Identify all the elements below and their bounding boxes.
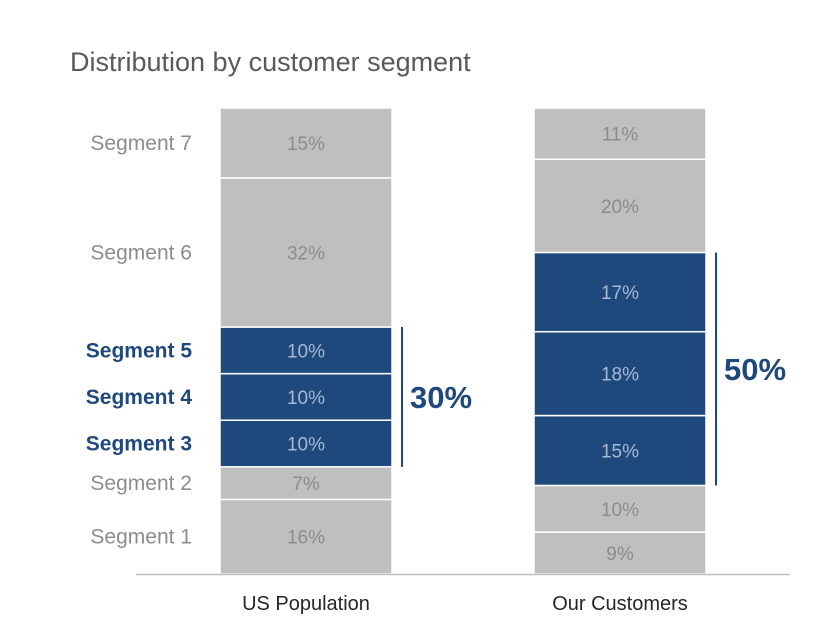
segment-labels: Segment 1 Segment 2 Segment 3 Segment 4 Segm… (86, 132, 193, 549)
bar-our-customers-segment-7 (533, 107, 707, 161)
bar-us-population-segment-6 (219, 177, 393, 328)
bar-us-population-segment-1 (219, 498, 393, 575)
group-total-us-population: 30% (410, 380, 472, 415)
bar-us-population-segment-2 (219, 466, 393, 501)
value-label-us-population-segment-3: 10% (287, 435, 325, 456)
bar-our-customers-segment-3 (533, 414, 707, 487)
value-label-our-customers-segment-2: 10% (601, 500, 639, 521)
bar-our-customers-segment-2 (533, 484, 707, 533)
value-label-our-customers-segment-3: 15% (601, 442, 639, 463)
bar-us-population-segment-5 (219, 326, 393, 375)
category-label-us-population: US Population (242, 593, 370, 615)
highlight-brackets: 30% 50% (401, 252, 786, 486)
segment-label-segment-1: Segment 1 (90, 526, 192, 549)
value-label-our-customers-segment-1: 9% (606, 544, 634, 565)
bar-our-customers-segment-4 (533, 330, 707, 417)
bar-our-customers-segment-5 (533, 251, 707, 333)
value-label-our-customers-segment-6: 20% (601, 197, 639, 218)
segment-label-segment-2: Segment 2 (90, 472, 192, 495)
bar-us-population-segment-4 (219, 372, 393, 421)
category-label-our-customers: Our Customers (552, 593, 688, 615)
value-label-us-population-segment-4: 10% (287, 388, 325, 409)
category-labels: US Population Our Customers (242, 593, 688, 615)
group-total-our-customers: 50% (724, 352, 786, 387)
segment-label-segment-6: Segment 6 (90, 241, 192, 264)
segment-label-segment-4: Segment 4 (86, 386, 193, 409)
segment-label-segment-7: Segment 7 (90, 132, 192, 155)
segment-label-segment-3: Segment 3 (86, 433, 192, 456)
bar-our-customers-segment-1 (533, 531, 707, 575)
value-label-our-customers-segment-7: 11% (602, 125, 639, 146)
value-label-us-population-segment-7: 15% (287, 134, 325, 155)
bar-our-customers-segment-6 (533, 158, 707, 254)
value-label-us-population-segment-1: 16% (287, 528, 325, 549)
value-label-our-customers-segment-5: 17% (601, 283, 639, 304)
value-labels: 16% 7% 10% 10% 10% 32% 15% 9% 10% 15% 18% 17% 20% 11% (287, 125, 639, 565)
value-label-us-population-segment-2: 7% (292, 474, 320, 495)
value-label-us-population-segment-6: 32% (287, 243, 325, 264)
chart-title: Distribution by customer segment (70, 47, 471, 77)
segment-label-segment-5: Segment 5 (86, 339, 193, 362)
value-label-our-customers-segment-4: 18% (601, 365, 639, 386)
bar-segments (219, 107, 707, 575)
value-label-us-population-segment-5: 10% (287, 341, 325, 362)
bar-us-population-segment-7 (219, 107, 393, 179)
